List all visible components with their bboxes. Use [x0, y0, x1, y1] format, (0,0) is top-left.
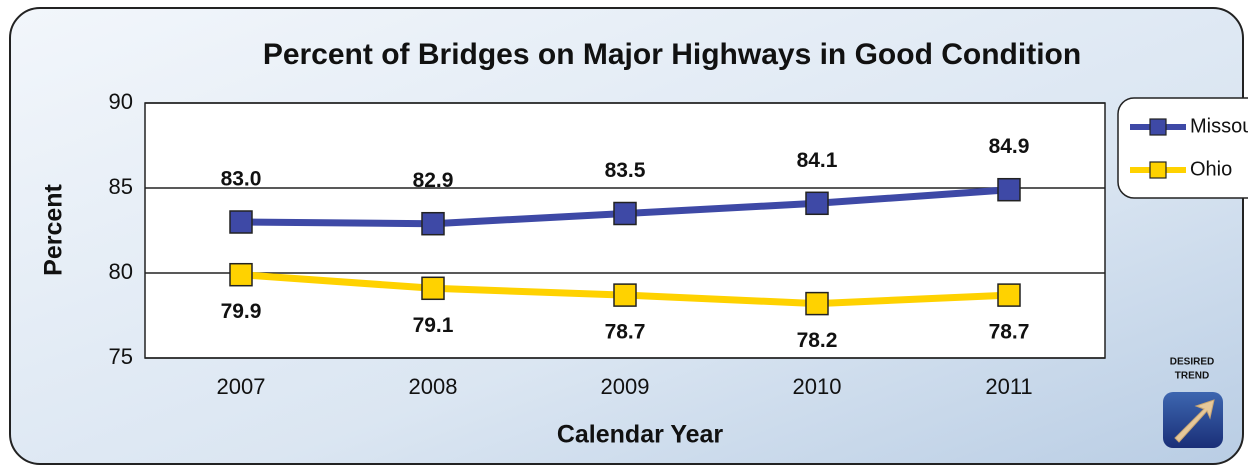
- legend-label: Missouri: [1190, 115, 1248, 137]
- marker: [421, 276, 445, 301]
- marker: [229, 210, 253, 234]
- legend-label: Ohio: [1190, 158, 1232, 180]
- marker: [805, 191, 829, 216]
- marker: [613, 201, 637, 226]
- x-tick-label: 2010: [793, 374, 842, 399]
- desired-trend: DESIRED TREND: [1163, 357, 1223, 448]
- data-label: 79.1: [413, 314, 454, 337]
- x-tick-label: 2008: [409, 374, 458, 399]
- legend-box: [1117, 97, 1248, 199]
- data-label: 83.5: [605, 159, 646, 182]
- legend-marker: [1149, 118, 1167, 136]
- x-axis-label: Calendar Year: [557, 421, 724, 449]
- y-tick-label: 85: [109, 174, 133, 199]
- annotation: TREND: [1175, 371, 1209, 382]
- data-label: 82.9: [413, 169, 454, 192]
- y-tick-label: 75: [109, 344, 133, 369]
- y-axis-label: Percent: [40, 183, 68, 275]
- y-tick-label: 80: [109, 259, 133, 284]
- marker: [805, 291, 829, 316]
- data-label: 83.0: [221, 168, 262, 191]
- data-label: 84.1: [797, 149, 838, 172]
- marker: [421, 211, 445, 236]
- marker: [229, 262, 253, 287]
- data-label: 79.9: [221, 300, 262, 323]
- data-label: 78.7: [989, 321, 1030, 344]
- data-label: 84.9: [989, 135, 1030, 158]
- y-tick-label: 90: [109, 89, 133, 114]
- legend: Missouri Ohio: [1117, 97, 1248, 199]
- chart-title: Percent of Bridges on Major Highways in …: [263, 38, 1081, 71]
- plot-area: [144, 102, 1106, 359]
- trend-arrow: [1174, 399, 1215, 443]
- annotation: DESIRED: [1170, 357, 1214, 368]
- marker: [997, 177, 1021, 202]
- legend-marker: [1149, 161, 1167, 179]
- x-tick-label: 2009: [601, 374, 650, 399]
- x-tick-label: 2011: [985, 374, 1032, 399]
- data-label: 78.7: [605, 321, 646, 344]
- x-tick-label: 2007: [217, 374, 266, 399]
- marker: [613, 283, 637, 307]
- data-label: 78.2: [797, 329, 838, 352]
- marker: [997, 283, 1021, 307]
